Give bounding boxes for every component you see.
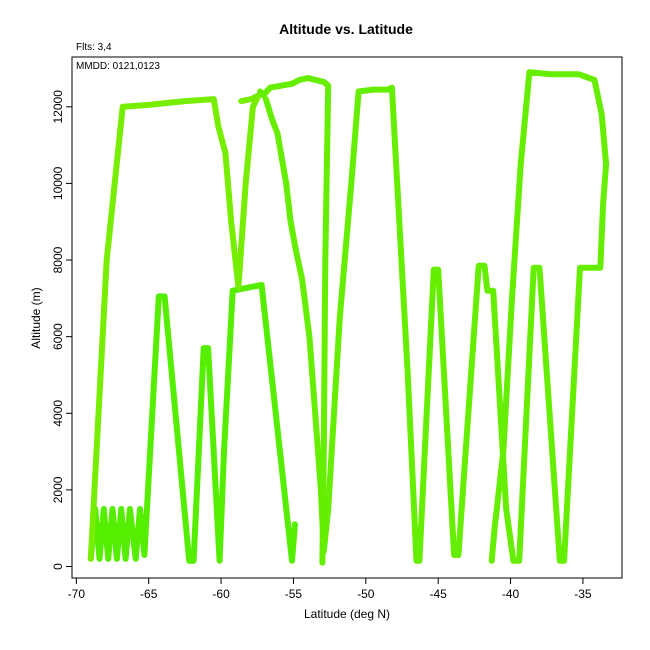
x-tick-label: -40 — [502, 587, 520, 601]
series-layer — [87, 69, 610, 566]
y-tick-label: 6000 — [51, 323, 65, 350]
series-line-3 — [257, 75, 332, 566]
y-axis-label: Altitude (m) — [29, 287, 43, 348]
y-tick-label: 10000 — [51, 166, 65, 200]
x-tick-label: -35 — [574, 587, 592, 601]
y-tick-label: 0 — [51, 563, 65, 570]
y-tick-label: 2000 — [51, 476, 65, 503]
chart-title: Altitude vs. Latitude — [279, 21, 413, 37]
x-tick-label: -55 — [285, 587, 303, 601]
x-tick-label: -45 — [430, 587, 448, 601]
x-axis-label: Latitude (deg N) — [304, 607, 390, 621]
mmdd-label: MMDD: 0121,0123 — [76, 61, 160, 72]
series-line-1 — [87, 281, 298, 564]
x-axis: -70 -65 -60 -55 -50 -45 -40 -35 — [68, 577, 592, 601]
series-line-2 — [87, 92, 262, 562]
x-tick-label: -60 — [212, 587, 230, 601]
x-tick-label: -65 — [140, 587, 158, 601]
y-tick-label: 4000 — [51, 400, 65, 427]
x-tick-label: -50 — [357, 587, 375, 601]
y-tick-label: 8000 — [51, 246, 65, 273]
y-tick-label: 12000 — [51, 90, 65, 124]
y-axis: 0 2000 4000 6000 8000 10000 12000 — [51, 90, 73, 570]
series-line-4 — [262, 69, 610, 564]
plot-frame — [71, 56, 623, 579]
x-tick-label: -70 — [68, 587, 86, 601]
flts-label: Flts: 3,4 — [76, 42, 112, 53]
